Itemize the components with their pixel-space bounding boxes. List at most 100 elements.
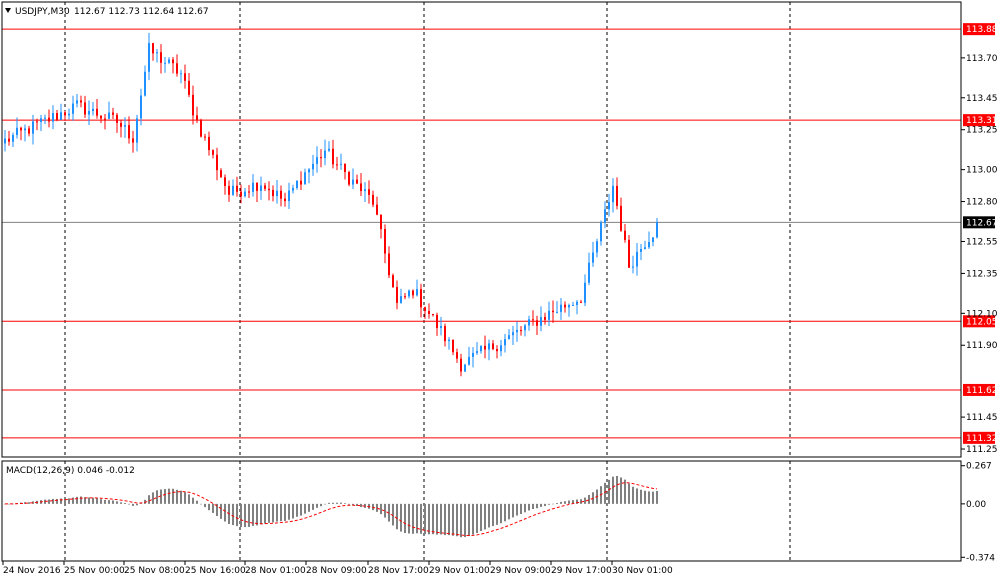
macd-bar xyxy=(548,503,550,505)
macd-panel-frame xyxy=(1,460,962,562)
candle-body xyxy=(240,191,242,197)
macd-bar xyxy=(360,503,362,508)
macd-bar xyxy=(444,503,446,536)
macd-bar xyxy=(80,496,82,504)
candle-body xyxy=(168,59,170,63)
candle-body xyxy=(4,138,6,144)
candle-body xyxy=(452,339,454,353)
candle-body xyxy=(172,59,174,64)
macd-bar xyxy=(400,503,402,532)
macd-bar xyxy=(580,499,582,504)
candle-body xyxy=(632,266,634,268)
candle-body xyxy=(636,251,638,267)
macd-bar xyxy=(308,503,310,512)
current-price-tag xyxy=(963,216,995,229)
candle-body xyxy=(432,313,434,315)
macd-bar xyxy=(300,503,302,516)
candle-body xyxy=(496,349,498,352)
candle-body xyxy=(184,73,186,81)
time-tick-label: 24 Nov 2016 xyxy=(3,566,61,576)
macd-bar xyxy=(132,503,134,506)
candle-body xyxy=(316,157,318,164)
macd-bar xyxy=(196,500,198,504)
candle-body xyxy=(252,182,254,192)
macd-bar xyxy=(256,503,258,526)
candle-body xyxy=(92,108,94,111)
candle-body xyxy=(476,351,478,353)
candle-body xyxy=(604,209,606,223)
macd-bar xyxy=(304,503,306,514)
price-tick-label: 111.90 xyxy=(966,341,998,351)
current-price-label: 112.67 xyxy=(966,218,998,228)
macd-bar xyxy=(180,490,182,504)
macd-bar xyxy=(152,492,154,504)
candle-body xyxy=(188,80,190,95)
price-tick-label: 111.45 xyxy=(966,413,998,423)
candle-body xyxy=(484,345,486,350)
candle-body xyxy=(596,241,598,253)
macd-bar xyxy=(160,489,162,504)
price-tick-label: 113.25 xyxy=(966,126,998,136)
macd-bar xyxy=(324,503,326,505)
candle-body xyxy=(340,163,342,165)
macd-bar xyxy=(620,477,622,504)
candle-body xyxy=(264,185,266,189)
price-tick-label: 113.00 xyxy=(966,166,998,176)
level-price-label: 111.32 xyxy=(966,434,998,444)
candle-body xyxy=(508,335,510,340)
candle-body xyxy=(312,163,314,170)
candle-body xyxy=(108,112,110,119)
candle-body xyxy=(528,319,530,326)
level-price-tag xyxy=(963,315,995,328)
candle-body xyxy=(360,183,362,192)
macd-bar xyxy=(392,503,394,526)
candle-body xyxy=(368,189,370,195)
macd-bar xyxy=(584,497,586,504)
macd-bar xyxy=(356,503,358,506)
macd-bar xyxy=(336,502,338,504)
macd-bar xyxy=(112,500,114,504)
candle-body xyxy=(176,63,178,74)
candle-body xyxy=(16,127,18,135)
candle-body xyxy=(492,343,494,350)
time-tick-label: 28 Nov 17:00 xyxy=(368,566,429,576)
macd-bar xyxy=(216,503,218,517)
macd-bar xyxy=(320,503,322,507)
candle-body xyxy=(564,304,566,308)
macd-bar xyxy=(232,503,234,526)
candle-body xyxy=(404,296,406,298)
candle-body xyxy=(444,326,446,342)
macd-bar xyxy=(644,490,646,504)
macd-bar xyxy=(624,479,626,504)
macd-bar xyxy=(488,503,490,528)
macd-bar xyxy=(420,503,422,534)
candle-body xyxy=(640,249,642,252)
candle-body xyxy=(652,237,654,242)
candle-body xyxy=(612,185,614,203)
macd-bar xyxy=(564,501,566,504)
candle-body xyxy=(608,202,610,210)
candle-body xyxy=(376,204,378,215)
candle-body xyxy=(160,52,162,63)
macd-bar xyxy=(572,500,574,504)
candle-body xyxy=(616,185,618,206)
candle-body xyxy=(156,52,158,54)
macd-bar xyxy=(536,503,538,509)
macd-bar xyxy=(192,497,194,504)
dropdown-triangle-icon[interactable] xyxy=(5,8,11,13)
macd-bar xyxy=(464,503,466,538)
macd-bar xyxy=(272,503,274,523)
candle-body xyxy=(548,310,550,320)
macd-bar xyxy=(184,492,186,504)
candle-body xyxy=(428,311,430,314)
candle-body xyxy=(320,157,322,159)
candle-body xyxy=(480,345,482,352)
candle-body xyxy=(500,345,502,352)
macd-bar xyxy=(52,498,54,504)
macd-bar xyxy=(588,494,590,504)
candle-body xyxy=(44,117,46,119)
macd-bar xyxy=(8,503,10,505)
candle-body xyxy=(580,301,582,303)
macd-bar xyxy=(648,491,650,504)
candle-body xyxy=(288,190,290,202)
